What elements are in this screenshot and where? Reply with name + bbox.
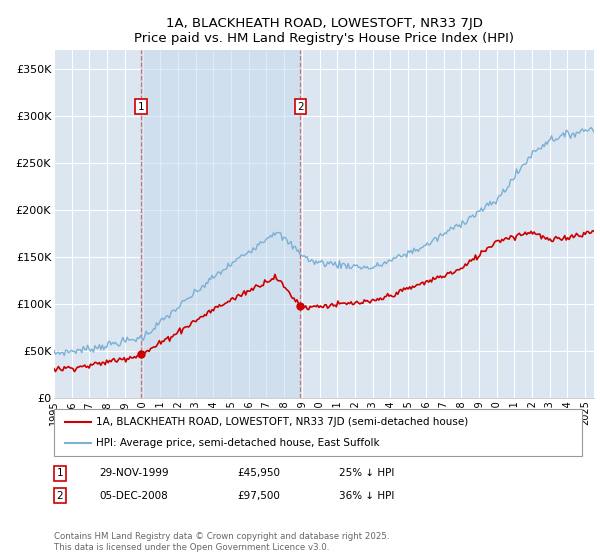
Text: HPI: Average price, semi-detached house, East Suffolk: HPI: Average price, semi-detached house,…: [96, 438, 380, 448]
Text: 05-DEC-2008: 05-DEC-2008: [99, 491, 168, 501]
Text: £45,950: £45,950: [237, 468, 280, 478]
Text: 25% ↓ HPI: 25% ↓ HPI: [339, 468, 394, 478]
Text: £97,500: £97,500: [237, 491, 280, 501]
Text: 1: 1: [138, 102, 145, 111]
Text: 2: 2: [56, 491, 64, 501]
Bar: [141, 50, 301, 398]
Text: 2: 2: [297, 102, 304, 111]
Title: 1A, BLACKHEATH ROAD, LOWESTOFT, NR33 7JD
Price paid vs. HM Land Registry's House: 1A, BLACKHEATH ROAD, LOWESTOFT, NR33 7JD…: [134, 17, 514, 45]
Text: 36% ↓ HPI: 36% ↓ HPI: [339, 491, 394, 501]
Text: Contains HM Land Registry data © Crown copyright and database right 2025.
This d: Contains HM Land Registry data © Crown c…: [54, 532, 389, 552]
Text: 1: 1: [56, 468, 64, 478]
FancyBboxPatch shape: [54, 409, 582, 456]
Text: 29-NOV-1999: 29-NOV-1999: [99, 468, 169, 478]
Text: 1A, BLACKHEATH ROAD, LOWESTOFT, NR33 7JD (semi-detached house): 1A, BLACKHEATH ROAD, LOWESTOFT, NR33 7JD…: [96, 417, 469, 427]
